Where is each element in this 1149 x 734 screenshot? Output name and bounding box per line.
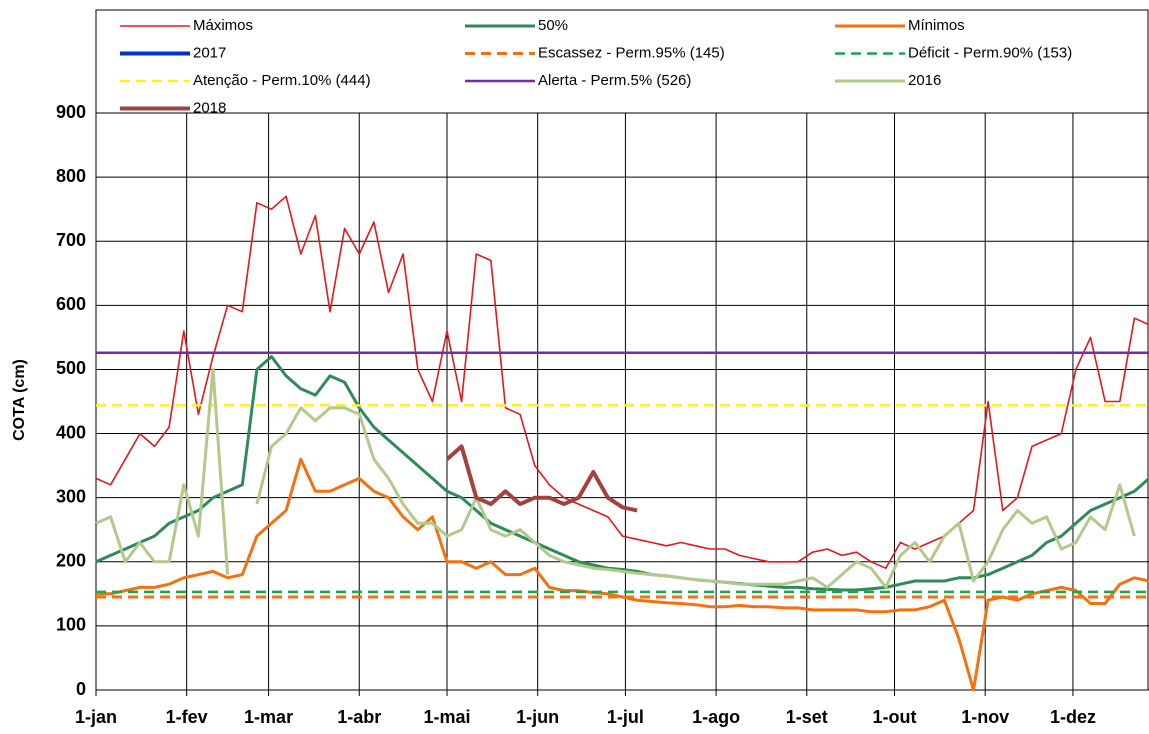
y-tick-label: 600	[56, 294, 86, 314]
y-tick-label: 300	[56, 486, 86, 506]
x-tick-label: 1-nov	[961, 707, 1009, 727]
x-tick-label: 1-mar	[244, 707, 293, 727]
series-line	[95, 367, 1136, 589]
y-tick-label: 200	[56, 551, 86, 571]
x-tick-label: 1-set	[786, 707, 828, 727]
y-tick-label: 800	[56, 166, 86, 186]
x-tick-label: 1-jan	[75, 707, 117, 727]
legend-label: Alerta - Perm.5% (526)	[538, 72, 691, 89]
y-tick-label: 900	[56, 102, 86, 122]
x-tick-label: 1-dez	[1050, 707, 1096, 727]
y-tick-label: 100	[56, 615, 86, 635]
y-tick-label: 700	[56, 230, 86, 250]
y-tick-label: 400	[56, 422, 86, 442]
legend-label: Máximos	[193, 17, 253, 34]
x-tick-label: 1-jun	[516, 707, 559, 727]
x-tick-label: 1-abr	[337, 707, 381, 727]
x-tick-label: 1-fev	[166, 707, 208, 727]
x-tick-label: 1-out	[873, 707, 917, 727]
legend-label: 2017	[193, 44, 226, 61]
legend-label: 2016	[908, 72, 941, 89]
x-tick-label: 1-jul	[607, 707, 644, 727]
legend-label: 2018	[193, 99, 226, 116]
legend-label: 50%	[538, 17, 568, 34]
x-tick-label: 1-ago	[692, 707, 740, 727]
legend-label: Atenção - Perm.10% (444)	[193, 72, 371, 89]
legend-label: Déficit - Perm.90% (153)	[908, 44, 1072, 61]
series-line	[95, 195, 1149, 569]
y-tick-label: 500	[56, 358, 86, 378]
plot-frame	[95, 9, 1149, 691]
y-axis-label: COTA (cm)	[11, 359, 28, 441]
x-tick-label: 1-mai	[423, 707, 470, 727]
series-line	[96, 457, 1149, 692]
series-line	[445, 444, 638, 513]
legend-label: Mínimos	[908, 17, 965, 34]
legend-label: Escassez - Perm.95% (145)	[538, 44, 725, 61]
y-tick-label: 0	[76, 679, 86, 699]
